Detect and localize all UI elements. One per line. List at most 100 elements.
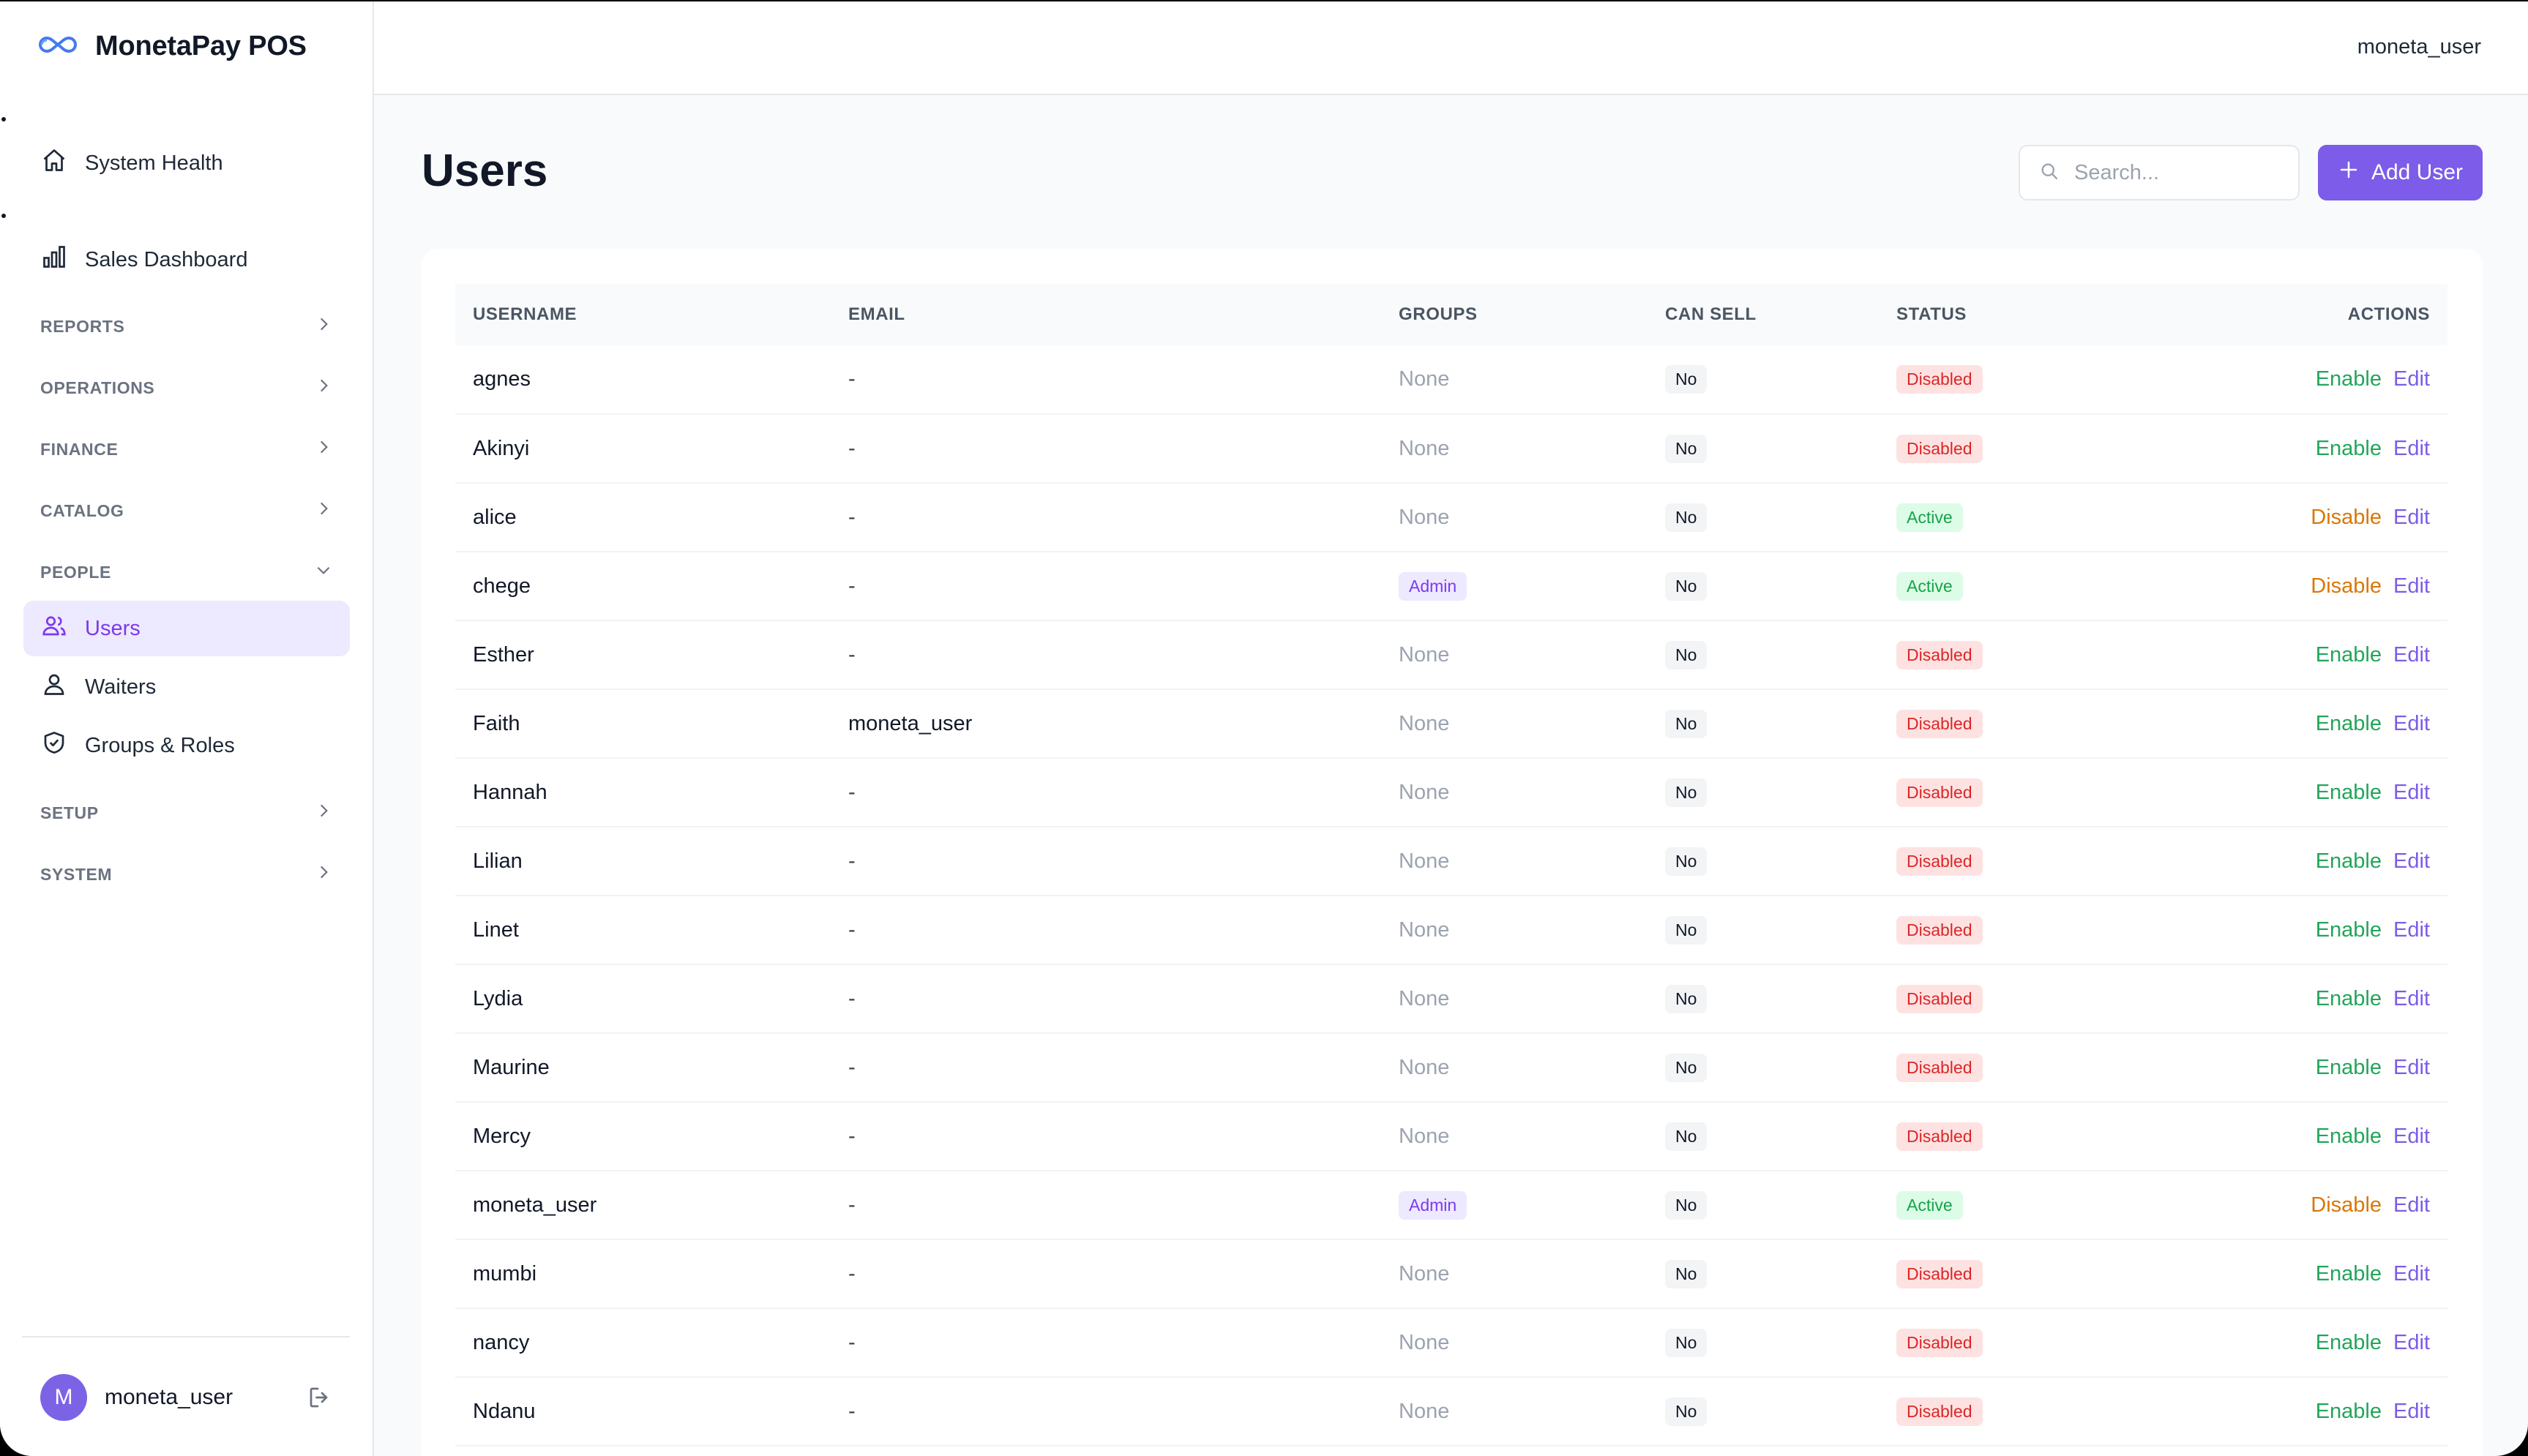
status-badge: Disabled [1896,915,1983,945]
toggle-status-link[interactable]: Enable [2315,780,2382,804]
username-cell: Akinyi [473,436,530,460]
section-people[interactable]: PEOPLE [40,558,333,587]
edit-link[interactable]: Edit [2393,574,2430,598]
username-cell: Ndanu [473,1399,536,1423]
chevron-down-icon [314,560,333,584]
edit-link[interactable]: Edit [2393,367,2430,391]
decor-dot [1,214,6,218]
edit-link[interactable]: Edit [2393,642,2430,667]
section-reports[interactable]: REPORTS [40,312,333,341]
section-operations[interactable]: OPERATIONS [40,373,333,402]
sidebar-item-system-health[interactable]: System Health [23,135,350,191]
status-badge: Disabled [1896,984,1983,1013]
email-cell: - [848,505,856,529]
edit-link[interactable]: Edit [2393,917,2430,942]
column-header[interactable]: EMAIL [848,304,905,324]
chevron-right-icon [314,499,333,522]
groups-cell: None [1399,642,1450,667]
column-header[interactable]: STATUS [1896,304,1967,324]
status-badge: Disabled [1896,640,1983,669]
edit-link[interactable]: Edit [2393,505,2430,529]
search-box[interactable] [2019,145,2300,200]
users-table: USERNAME EMAIL GROUPS CAN SELL STATUS AC… [455,284,2447,1446]
edit-link[interactable]: Edit [2393,1330,2430,1354]
toggle-status-link[interactable]: Enable [2315,367,2382,391]
email-cell: moneta_user [848,711,973,735]
sidebar-item-sales-dashboard[interactable]: Sales Dashboard [23,232,350,288]
section-catalog[interactable]: CATALOG [40,496,333,525]
toggle-status-link[interactable]: Disable [2311,505,2382,529]
users-card: USERNAME EMAIL GROUPS CAN SELL STATUS AC… [422,249,2483,1456]
infinity-logo-icon [35,34,81,59]
edit-link[interactable]: Edit [2393,1193,2430,1217]
groups-cell: None [1399,1330,1450,1354]
topbar-user[interactable]: moneta_user [2357,35,2481,59]
brand[interactable]: MonetaPay POS [35,28,307,64]
edit-link[interactable]: Edit [2393,986,2430,1010]
avatar[interactable]: M [40,1374,87,1421]
can-sell-badge: No [1665,640,1708,669]
edit-link[interactable]: Edit [2393,849,2430,873]
email-cell: - [848,642,856,667]
toggle-status-link[interactable]: Disable [2311,574,2382,598]
toggle-status-link[interactable]: Enable [2315,436,2382,460]
can-sell-badge: No [1665,1259,1708,1288]
toggle-status-link[interactable]: Enable [2315,1055,2382,1079]
status-badge: Disabled [1896,847,1983,876]
toggle-status-link[interactable]: Enable [2315,1399,2382,1423]
section-setup[interactable]: SETUP [40,798,333,828]
edit-link[interactable]: Edit [2393,1124,2430,1148]
email-cell: - [848,574,856,598]
toggle-status-link[interactable]: Enable [2315,986,2382,1010]
section-label: OPERATIONS [40,378,155,397]
toggle-status-link[interactable]: Enable [2315,849,2382,873]
logout-icon[interactable] [307,1384,333,1414]
sidebar-item-waiters[interactable]: Waiters [23,659,350,715]
toggle-status-link[interactable]: Enable [2315,711,2382,735]
sidebar-item-users[interactable]: Users [23,601,350,656]
edit-link[interactable]: Edit [2393,1261,2430,1286]
status-badge: Disabled [1896,1053,1983,1082]
table-header-row: USERNAME EMAIL GROUPS CAN SELL STATUS AC… [455,284,2447,345]
groups-cell: None [1399,1399,1450,1423]
toggle-status-link[interactable]: Enable [2315,1261,2382,1286]
username-cell: mumbi [473,1261,537,1286]
email-cell: - [848,986,856,1010]
status-badge: Disabled [1896,1122,1983,1151]
column-header[interactable]: GROUPS [1399,304,1478,324]
toggle-status-link[interactable]: Enable [2315,917,2382,942]
status-badge: Disabled [1896,434,1983,463]
app-title: MonetaPay POS [95,30,307,61]
status-badge: Disabled [1896,1328,1983,1357]
sidebar-user-name: moneta_user [105,1385,233,1409]
table-row: Lydia - None No Disabled Enable Edit [455,964,2447,1033]
status-badge: Active [1896,503,1963,532]
table-row: chege - Admin No Active Disable Edit [455,552,2447,620]
decor-dot [1,117,6,121]
sidebar-item-groups-roles[interactable]: Groups & Roles [23,718,350,773]
table-row: Esther - None No Disabled Enable Edit [455,620,2447,689]
page-title: Users [422,146,548,196]
email-cell: - [848,849,856,873]
section-finance[interactable]: FINANCE [40,435,333,464]
groups-cell: Admin [1399,1190,1467,1220]
username-cell: Mercy [473,1124,531,1148]
column-header[interactable]: USERNAME [473,304,577,324]
plus-icon [2338,159,2360,187]
edit-link[interactable]: Edit [2393,780,2430,804]
toggle-status-link[interactable]: Enable [2315,1124,2382,1148]
can-sell-badge: No [1665,778,1708,807]
toggle-status-link[interactable]: Disable [2311,1193,2382,1217]
can-sell-badge: No [1665,1397,1708,1426]
search-input[interactable] [2074,160,2286,185]
edit-link[interactable]: Edit [2393,1055,2430,1079]
add-user-button[interactable]: Add User [2318,145,2483,200]
column-header[interactable]: CAN SELL [1665,304,1757,324]
edit-link[interactable]: Edit [2393,711,2430,735]
toggle-status-link[interactable]: Enable [2315,642,2382,667]
edit-link[interactable]: Edit [2393,436,2430,460]
edit-link[interactable]: Edit [2393,1399,2430,1423]
section-system[interactable]: SYSTEM [40,860,333,889]
toggle-status-link[interactable]: Enable [2315,1330,2382,1354]
